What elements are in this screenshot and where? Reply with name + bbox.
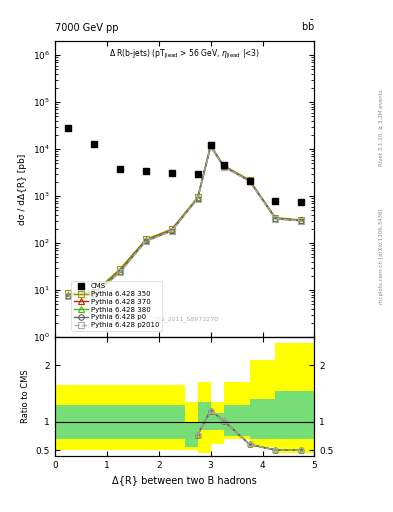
Pythia 6.428 p2010 [208,143,213,150]
Pythia 6.428 350 [273,215,278,221]
Pythia 6.428 p0 [92,292,96,298]
Pythia 6.428 p0 [66,293,70,299]
CMS [299,199,304,205]
Text: CMS_2011_S8973270: CMS_2011_S8973270 [151,317,218,323]
Pythia 6.428 370 [195,195,200,201]
Line: Pythia 6.428 p2010: Pythia 6.428 p2010 [65,144,304,299]
CMS [143,168,148,174]
Pythia 6.428 380 [169,227,174,233]
Pythia 6.428 p0 [195,196,200,202]
CMS [169,170,174,176]
Pythia 6.428 p2010 [66,293,70,299]
Pythia 6.428 370 [143,237,148,243]
Pythia 6.428 p0 [143,238,148,244]
Pythia 6.428 370 [247,178,252,184]
Pythia 6.428 370 [208,143,213,149]
Text: 7000 GeV pp: 7000 GeV pp [55,23,119,33]
Pythia 6.428 350 [247,177,252,183]
CMS [92,141,96,147]
Text: Rivet 3.1.10, ≥ 3.2M events: Rivet 3.1.10, ≥ 3.2M events [379,90,384,166]
Pythia 6.428 350 [66,290,70,296]
Pythia 6.428 p0 [273,216,278,222]
Pythia 6.428 p0 [208,143,213,150]
Pythia 6.428 380 [195,195,200,201]
Pythia 6.428 350 [221,162,226,168]
Pythia 6.428 350 [92,289,96,295]
Pythia 6.428 370 [118,268,122,274]
Y-axis label: dσ / dΔ{R} [pb]: dσ / dΔ{R} [pb] [18,154,28,225]
Pythia 6.428 p2010 [273,216,278,222]
Pythia 6.428 p2010 [299,218,304,224]
Pythia 6.428 350 [169,226,174,232]
Pythia 6.428 380 [118,268,122,274]
Pythia 6.428 p2010 [92,292,96,298]
Pythia 6.428 p2010 [195,196,200,202]
Pythia 6.428 350 [143,237,148,243]
Pythia 6.428 370 [92,290,96,296]
Legend: CMS, Pythia 6.428 350, Pythia 6.428 370, Pythia 6.428 380, Pythia 6.428 p0, Pyth: CMS, Pythia 6.428 350, Pythia 6.428 370,… [72,281,162,331]
Line: Pythia 6.428 p0: Pythia 6.428 p0 [65,144,304,299]
Pythia 6.428 350 [208,142,213,148]
Line: Pythia 6.428 370: Pythia 6.428 370 [65,143,304,297]
CMS [221,162,226,168]
Pythia 6.428 350 [195,194,200,200]
Text: mcplots.cern.ch [arXiv:1306.3436]: mcplots.cern.ch [arXiv:1306.3436] [379,208,384,304]
Pythia 6.428 p0 [221,163,226,169]
Pythia 6.428 p2010 [143,238,148,244]
Pythia 6.428 380 [299,218,304,224]
CMS [66,125,70,131]
Pythia 6.428 380 [66,292,70,298]
Pythia 6.428 370 [299,217,304,223]
CMS [195,170,200,177]
Pythia 6.428 370 [221,163,226,169]
Pythia 6.428 370 [273,215,278,221]
Pythia 6.428 p2010 [221,163,226,169]
Pythia 6.428 350 [118,266,122,272]
Text: $\Delta$ R(b-jets) (pT$_{\mathregular{Jlead}}$ > 56 GeV, $\eta_{\mathregular{Jle: $\Delta$ R(b-jets) (pT$_{\mathregular{Jl… [109,48,260,61]
X-axis label: Δ{R} between two B hadrons: Δ{R} between two B hadrons [112,475,257,485]
Pythia 6.428 380 [208,143,213,150]
Pythia 6.428 370 [66,292,70,298]
CMS [273,198,278,204]
Pythia 6.428 370 [169,227,174,233]
Pythia 6.428 p0 [247,178,252,184]
Text: b$\bar{\mathrm{b}}$: b$\bar{\mathrm{b}}$ [301,19,314,33]
Pythia 6.428 380 [247,178,252,184]
Pythia 6.428 p0 [299,218,304,224]
CMS [247,178,252,184]
CMS [118,166,122,173]
Pythia 6.428 p2010 [118,269,122,275]
Pythia 6.428 380 [143,238,148,244]
Pythia 6.428 380 [221,163,226,169]
Pythia 6.428 p2010 [169,228,174,234]
Pythia 6.428 380 [273,216,278,222]
Pythia 6.428 p0 [118,269,122,275]
Pythia 6.428 350 [299,217,304,223]
Pythia 6.428 380 [92,290,96,296]
CMS [208,141,213,147]
Line: Pythia 6.428 350: Pythia 6.428 350 [65,143,304,296]
Line: CMS: CMS [65,125,305,205]
Pythia 6.428 p0 [169,228,174,234]
Line: Pythia 6.428 380: Pythia 6.428 380 [65,143,304,297]
Pythia 6.428 p2010 [247,178,252,184]
Y-axis label: Ratio to CMS: Ratio to CMS [21,370,30,423]
